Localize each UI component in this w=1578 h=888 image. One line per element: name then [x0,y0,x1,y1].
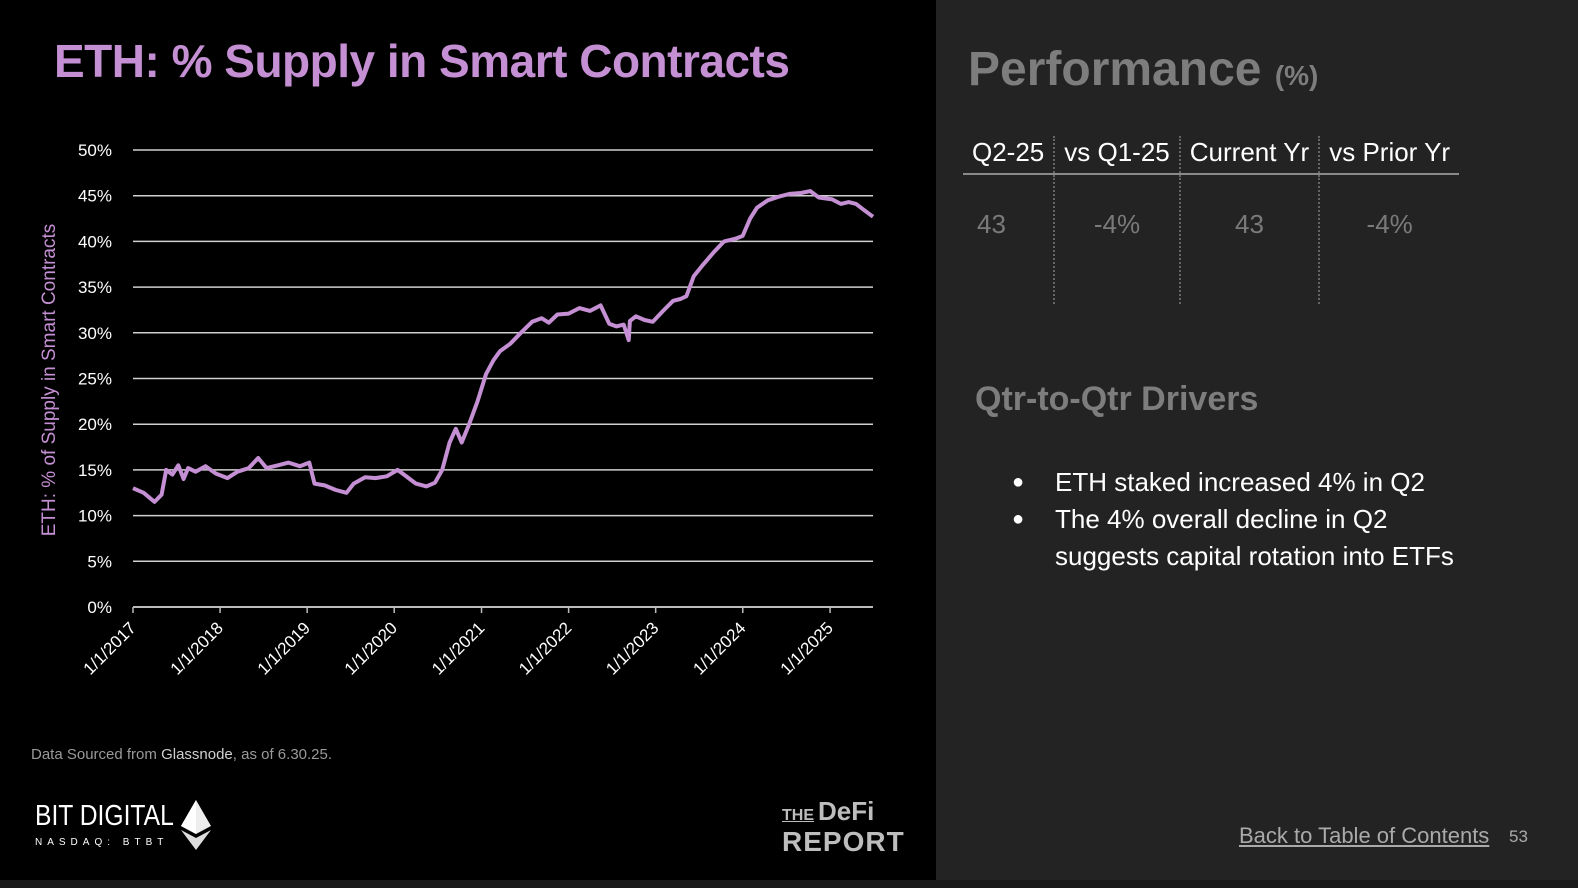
header-current-yr: Current Yr [1178,136,1320,175]
line-chart: 0% 5% 10% 15% 20% 25% 30% 35% 40% 45% 50% 1/1/2017 1… [39,141,875,679]
bottom-strip [0,880,1578,888]
data-series-line [132,189,875,504]
performance-table: Q2-25 vs Q1-25 Current Yr vs Prior Yr 43… [963,136,1460,304]
y-tick-label: 40% [78,232,112,251]
header-vs-prior-yr: vs Prior Yr [1318,136,1460,175]
page-number: 53 [1509,827,1528,846]
source-suffix: , as of 6.30.25. [232,746,333,763]
source-name: Glassnode [161,746,233,763]
header-q2: Q2-25 [963,136,1055,175]
source-prefix: Data Sourced from [31,746,162,763]
drivers-list: ETH staked increased 4% in Q2 The 4% ove… [1012,464,1486,575]
x-tick-label: 1/1/2023 [602,618,662,678]
x-tick-label: 1/1/2018 [167,618,227,678]
y-tick-label: 45% [78,187,112,206]
title-unit: (%) [1274,60,1319,91]
x-tick-label: 1/1/2025 [777,618,837,678]
drivers-title: Qtr-to-Qtr Drivers [975,380,1259,418]
performance-title: Performance (%) [968,42,1318,97]
list-item: ETH staked increased 4% in Q2 [1012,464,1486,501]
logo-the: THE [782,807,814,824]
source-note: Data Sourced from Glassnode, as of 6.30.… [31,746,332,763]
y-tick-label: 5% [87,552,112,571]
x-tick-label: 1/1/2019 [254,618,314,678]
header-vs-q1: vs Q1-25 [1053,136,1180,175]
logo-subtext: NASDAQ: BTBT [35,837,169,848]
y-axis-label: ETH: % of Supply in Smart Contracts [39,224,60,537]
ethereum-icon [181,800,211,850]
value-current-yr: 43 [1178,174,1320,304]
x-tick-label: 1/1/2022 [515,618,575,678]
y-tick-label: 0% [87,598,112,617]
y-tick-label: 50% [78,141,112,160]
logo-defi: DeFi [818,796,875,826]
y-tick-label: 20% [78,415,112,434]
bit-digital-logo: BIT DIGITAL NASDAQ: BTBT [35,800,198,848]
logo-text: BIT DIGITAL [35,800,174,832]
y-tick-label: 15% [78,461,112,480]
x-tick-label: 1/1/2017 [80,618,140,678]
performance-panel: Performance (%) Q2-25 vs Q1-25 Current Y… [936,0,1578,880]
back-to-toc-link[interactable]: Back to Table of Contents [1239,823,1490,848]
logo-report: REPORT [782,826,905,857]
value-vs-q1: -4% [1053,174,1180,304]
x-tick-label: 1/1/2021 [428,618,488,678]
defi-report-logo: THE DeFi REPORT [782,796,905,857]
x-tick-label: 1/1/2020 [341,618,401,678]
x-tick-label: 1/1/2024 [689,618,749,678]
slide-title: ETH: % Supply in Smart Contracts [54,35,790,87]
y-tick-label: 35% [78,278,112,297]
value-q2: 43 [977,209,1006,239]
value-vs-prior-yr: -4% [1318,174,1460,304]
y-tick-label: 30% [78,324,112,343]
list-item: The 4% overall decline in Q2 suggests ca… [1012,501,1486,575]
y-tick-label: 25% [78,370,112,389]
chart-panel: ETH: % Supply in Smart Contracts 0% 5% 10%… [31,35,905,857]
y-tick-label: 10% [78,507,112,526]
title-text: Performance [968,43,1262,96]
